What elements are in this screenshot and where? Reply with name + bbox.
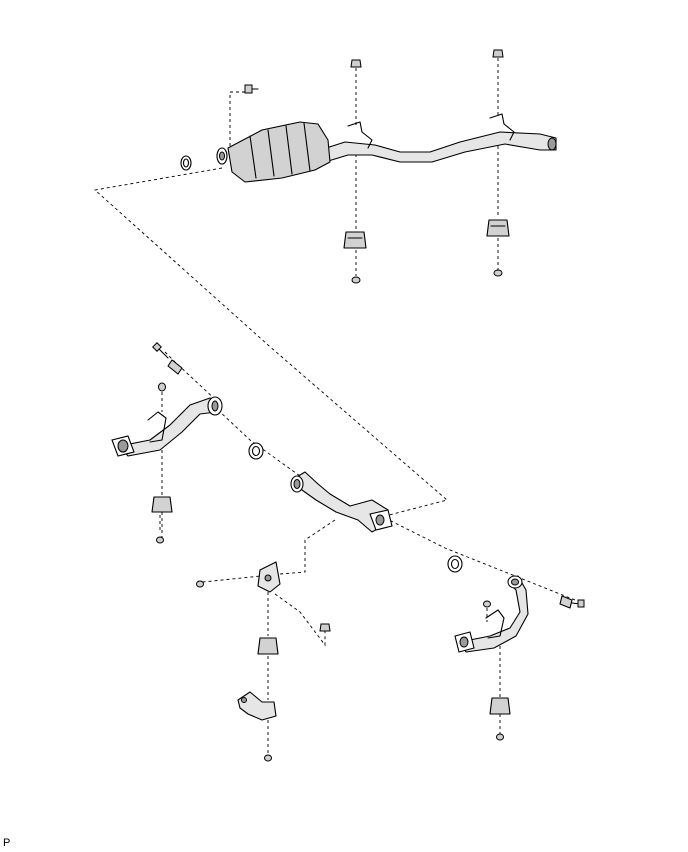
tail-pipe-hanger-front <box>347 121 373 149</box>
exhaust-pipe-support-bracket <box>196 561 331 762</box>
front-exhaust-pipe-right <box>454 575 585 741</box>
exhaust-pipe-support-bracket-lower <box>237 691 277 721</box>
compression-spring-left <box>167 359 183 375</box>
exhaust-pipe-support-cushion-center <box>257 637 279 655</box>
bolt-left <box>157 347 169 359</box>
connection-lines <box>94 58 576 756</box>
tail-pipe <box>319 131 557 163</box>
nut-right-bottom <box>496 733 504 741</box>
nut-lower-1 <box>351 276 361 284</box>
tail-pipe-assembly <box>180 49 557 284</box>
tail-pipe-outlet <box>547 137 557 151</box>
exhaust-pipe-support-cushion-left <box>151 496 173 513</box>
front-exhaust-pipe-left <box>111 342 223 544</box>
illustration-code-label: P <box>3 837 11 849</box>
gasket-middle-left <box>248 442 264 460</box>
nut-lower-2 <box>493 269 503 277</box>
exhaust-pipe-support-cushion-right <box>489 697 511 715</box>
nut-right-top <box>483 600 491 608</box>
bolt-upper <box>244 84 259 94</box>
nut-left-bottom <box>156 536 164 544</box>
nut-upper-2 <box>492 49 504 58</box>
center-exhaust-pipe <box>290 471 393 533</box>
nut-left-top <box>158 382 166 392</box>
exhaust-pipe-support-cushion-1 <box>343 231 367 249</box>
tail-pipe-hanger-rear <box>489 113 515 141</box>
nut-bracket-lower <box>319 623 331 632</box>
nut-upper-1 <box>350 59 362 68</box>
center-muffler <box>227 121 331 183</box>
nut-bracket-side <box>196 580 204 588</box>
compression-spring-right <box>559 595 573 609</box>
exhaust-pipe-support-cushion-2 <box>486 219 510 237</box>
gasket-middle-right <box>447 555 463 573</box>
nut-bracket-bottom <box>264 754 272 762</box>
